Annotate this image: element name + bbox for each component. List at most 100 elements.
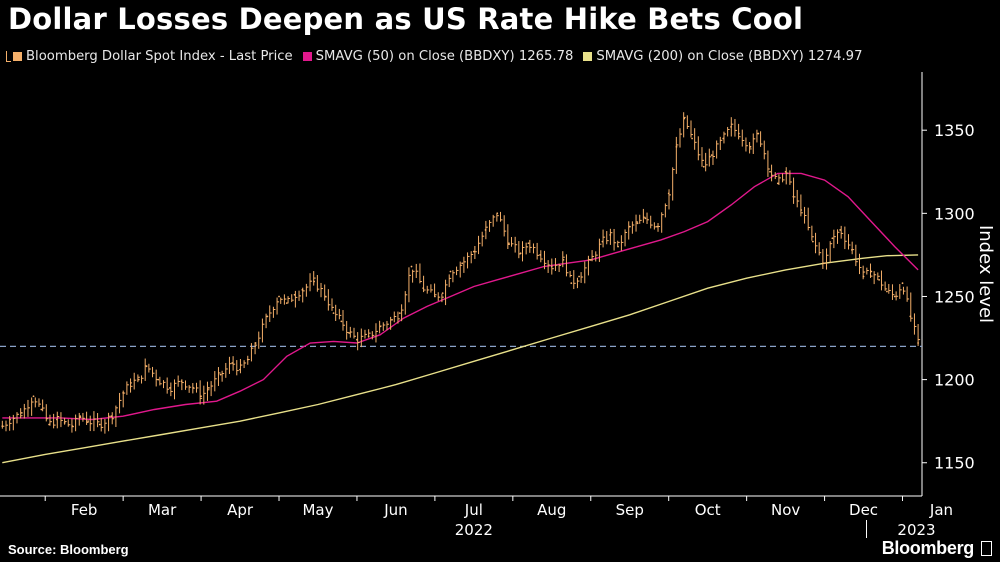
price-point — [246, 358, 249, 361]
price-point — [433, 295, 436, 298]
price-point — [219, 373, 222, 376]
x-tick-label: May — [302, 501, 333, 519]
legend-label-sma50: SMAVG (50) on Close (BBDXY) 1265.78 — [315, 49, 574, 64]
price-point — [617, 245, 619, 248]
price-point — [800, 209, 803, 211]
price-series — [1, 112, 921, 434]
legend-swatch-sma200 — [583, 52, 593, 61]
price-point — [831, 237, 834, 240]
price-point — [870, 270, 873, 273]
price-point — [636, 222, 639, 225]
price-point — [609, 234, 612, 236]
x-tick-label: Nov — [771, 501, 800, 519]
price-point — [20, 411, 23, 414]
price-point — [200, 395, 202, 398]
legend-swatch-price — [13, 52, 22, 61]
price-point — [379, 325, 382, 328]
price-point — [266, 315, 269, 318]
price-point — [496, 212, 499, 215]
x-tick-label: Jul — [464, 501, 483, 519]
price-point — [79, 415, 82, 418]
price-point — [285, 302, 288, 305]
price-point — [769, 170, 771, 173]
price-point — [757, 132, 760, 135]
price-point — [484, 229, 487, 231]
price-point — [730, 125, 732, 128]
y-tick-label: 1300 — [934, 204, 975, 223]
price-point — [145, 365, 148, 368]
price-point — [449, 270, 452, 273]
source-note: Source: Bloomberg — [8, 542, 129, 557]
price-point — [367, 335, 370, 338]
price-point — [1, 425, 4, 428]
sma50-line — [2, 172, 919, 421]
price-point — [55, 418, 58, 421]
y-axis-title: Index level — [975, 225, 996, 323]
price-point — [539, 254, 542, 256]
price-point — [550, 265, 553, 268]
price-point — [562, 258, 565, 261]
price-point — [410, 265, 413, 268]
price-point — [839, 229, 842, 231]
price-point — [278, 295, 280, 298]
price-point — [422, 287, 425, 290]
price-point — [823, 262, 826, 265]
price-point — [137, 378, 140, 381]
price-point — [886, 290, 888, 293]
price-point — [356, 338, 358, 341]
x-tick-label: Jan — [929, 501, 953, 519]
legend-item-sma50: SMAVG (50) on Close (BBDXY) 1265.78 — [302, 49, 574, 64]
price-point — [589, 258, 592, 261]
price-point — [32, 395, 35, 398]
legend: Bloomberg Dollar Spot Index - Last Price… — [6, 49, 872, 64]
price-point — [48, 423, 51, 426]
price-point — [737, 132, 740, 135]
price-point — [909, 315, 912, 318]
price-point — [9, 418, 12, 421]
legend-line-icon — [6, 51, 11, 62]
price-point — [472, 250, 475, 253]
legend-label-sma200: SMAVG (200) on Close (BBDXY) 1274.97 — [596, 49, 863, 64]
price-point — [667, 192, 670, 195]
price-point — [180, 380, 183, 383]
x-tick-label: Sep — [616, 501, 644, 519]
price-point — [749, 145, 752, 148]
legend-swatch-sma50 — [302, 52, 312, 61]
legend-item-sma200: SMAVG (200) on Close (BBDXY) 1274.97 — [583, 49, 862, 64]
price-point — [207, 387, 210, 389]
price-point — [40, 408, 43, 411]
price-point — [239, 368, 241, 371]
price-point — [87, 420, 89, 423]
price-point — [601, 240, 604, 243]
price-point — [878, 278, 881, 281]
price-point — [683, 117, 686, 120]
price-point — [63, 421, 66, 424]
price-point — [169, 387, 171, 389]
x-tick-label: Oct — [695, 501, 721, 519]
price-point — [811, 240, 814, 243]
sma200-line — [2, 254, 919, 464]
x-year-label: 2022 — [455, 521, 493, 539]
y-tick-label: 1150 — [934, 454, 975, 473]
price-point — [398, 312, 401, 314]
x-year-label: 2023 — [897, 521, 935, 539]
price-point — [71, 425, 74, 428]
legend-label-price: Bloomberg Dollar Spot Index - Last Price — [26, 49, 293, 64]
price-point — [508, 242, 510, 245]
price-point — [332, 312, 335, 314]
price-point — [710, 154, 713, 157]
x-tick-label: Apr — [227, 501, 254, 519]
price-point — [340, 320, 343, 323]
price-point — [391, 318, 393, 321]
price-point — [293, 293, 296, 296]
price-point — [691, 137, 693, 140]
price-point — [850, 249, 853, 251]
price-point — [301, 288, 304, 291]
price-point — [776, 182, 779, 185]
price-point — [527, 242, 530, 245]
x-tick-label: Mar — [148, 501, 177, 519]
y-tick-label: 1350 — [934, 121, 975, 140]
price-point — [192, 387, 195, 389]
chart-title: Dollar Losses Deepen as US Rate Hike Bet… — [8, 2, 804, 36]
